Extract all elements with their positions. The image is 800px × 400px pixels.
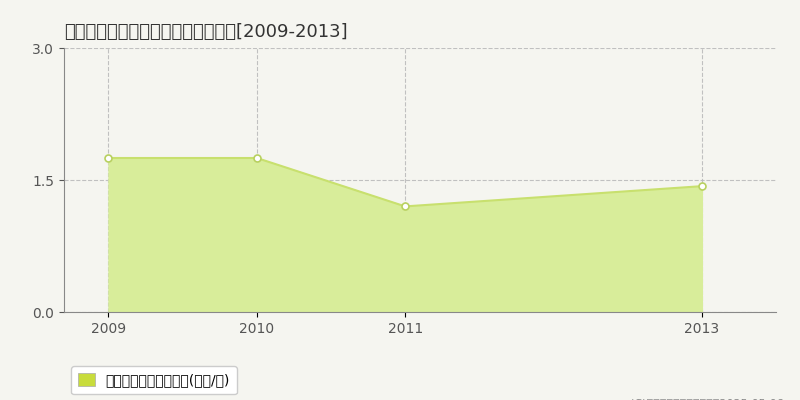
Text: (C)土地価格ドットコム　　2025-05-06: (C)土地価格ドットコム 2025-05-06 bbox=[630, 398, 784, 400]
Point bbox=[250, 155, 263, 161]
Point bbox=[102, 155, 115, 161]
Point bbox=[695, 183, 708, 189]
Point bbox=[398, 203, 411, 210]
Text: 下新川郡入善町田中　土地価格推移[2009-2013]: 下新川郡入善町田中 土地価格推移[2009-2013] bbox=[64, 23, 348, 41]
Legend: 土地価格　平均嵪単価(万円/嵪): 土地価格 平均嵪単価(万円/嵪) bbox=[71, 366, 237, 394]
